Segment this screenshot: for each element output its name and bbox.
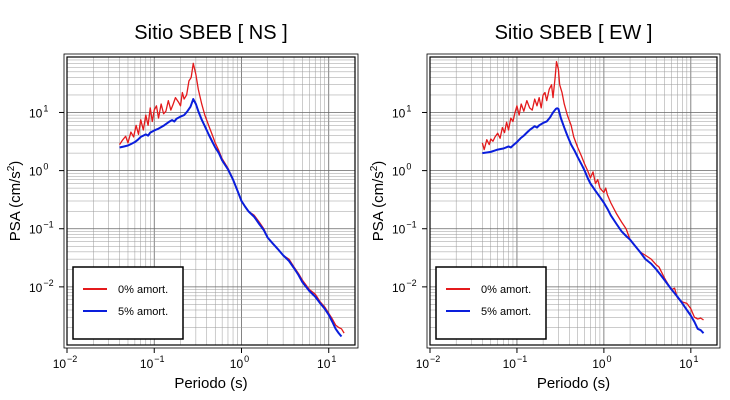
y-axis-label-main: PSA (cm/s [370,171,387,241]
y-tick-label: 101 [29,103,48,120]
y-tick-label: 10−2 [29,278,54,295]
y-tick-label: 10−1 [29,220,54,237]
x-tick-label: 10−2 [53,354,78,371]
legend-label: 0% amort. [481,284,531,296]
x-tick-label: 101 [679,354,698,371]
y-tick-exponent: −2 [406,278,416,288]
legend: 0% amort. 5% amort. [435,266,547,340]
series-group [118,62,345,338]
y-axis-label-tail: ) [7,161,24,166]
x-tick-exponent: −2 [67,354,77,364]
y-tick-exponent: −2 [43,278,53,288]
y-axis-label-main: PSA (cm/s [7,171,24,241]
y-tick-exponent: 0 [43,162,48,172]
legend: 0% amort. 5% amort. [72,266,184,340]
legend-label: 5% amort. [481,306,531,318]
x-tick-label: 101 [317,354,336,371]
x-tick-label: 100 [230,354,249,371]
x-axis-label: Periodo (s) [174,375,247,392]
y-axis-label: PSA (cm/s2) [369,161,387,242]
y-tick-exponent: −1 [43,220,53,230]
x-tick-exponent: −1 [517,354,527,364]
y-tick-label: 10−1 [392,220,417,237]
x-tick-exponent: 0 [244,354,249,364]
plot-frame [429,56,718,346]
y-tick-label: 100 [392,162,411,179]
x-tick-label: 10−1 [503,354,528,371]
x-tick-exponent: 1 [331,354,336,364]
y-tick-label: 10−2 [392,278,417,295]
grid [429,56,718,346]
legend-box [72,266,184,340]
x-tick-exponent: −1 [154,354,164,364]
plot-frame [66,56,356,346]
chart-title: Sitio SBEB [ EW ] [495,22,653,44]
y-axis-label: PSA (cm/s2) [6,161,24,242]
y-axis-label-tail: ) [370,161,387,166]
x-tick-exponent: 1 [693,354,698,364]
y-tick-exponent: 1 [406,103,411,113]
x-axis-label: Periodo (s) [537,375,610,392]
x-tick-exponent: 0 [607,354,612,364]
x-tick-label: 10−2 [416,354,441,371]
series-line-5pct-damping [482,107,705,334]
y-axis-label-superscript: 2 [369,165,380,171]
x-tick-label: 100 [592,354,611,371]
y-tick-exponent: −1 [406,220,416,230]
plot-outer-frame [63,53,359,349]
series-line-0pct-damping [481,60,704,321]
legend-label: 0% amort. [118,284,168,296]
y-axis-label-superscript: 2 [6,165,17,171]
y-tick-label: 101 [392,103,411,120]
x-tick-label: 10−1 [140,354,165,371]
plot-outer-frame [426,53,721,349]
legend-box [435,266,547,340]
y-tick-label: 100 [29,162,48,179]
legend-label: 5% amort. [118,306,168,318]
y-tick-exponent: 0 [406,162,411,172]
series-line-5pct-damping [119,98,343,338]
y-tick-exponent: 1 [43,103,48,113]
x-tick-exponent: −2 [430,354,440,364]
chart-title: Sitio SBEB [ NS ] [134,22,287,44]
series-group [481,60,705,334]
